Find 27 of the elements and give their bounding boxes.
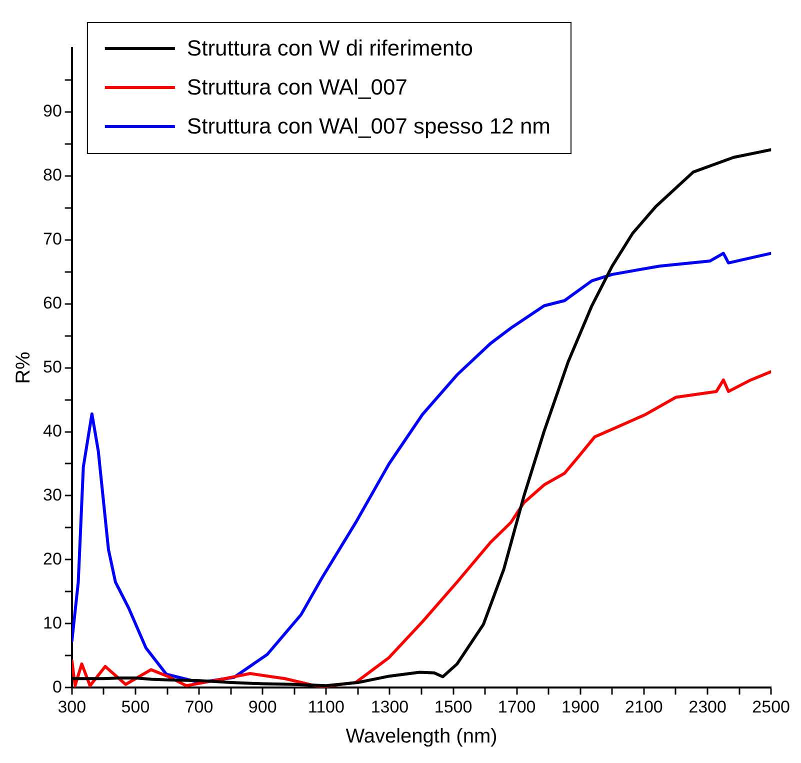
legend-label: Struttura con WAl_007 spesso 12 nm: [186, 114, 551, 139]
y-tick-label: 40: [42, 421, 62, 440]
x-tick-label: 2100: [625, 697, 663, 716]
x-tick-label: 900: [248, 697, 277, 716]
y-axis-title: R%: [12, 351, 35, 384]
x-tick-label: 1700: [498, 697, 536, 716]
legend-label: Struttura con WAl_007: [186, 74, 408, 100]
x-tick-label: 1300: [370, 697, 409, 716]
y-tick-label: 10: [42, 613, 62, 632]
legend-label: Struttura con W di riferimento: [186, 36, 474, 61]
x-tick-label: 300: [58, 697, 86, 716]
x-tick-label: 500: [121, 697, 150, 716]
y-tick-label: 80: [42, 166, 62, 185]
y-tick-label: 90: [42, 102, 62, 121]
y-tick-label: 70: [42, 230, 62, 249]
y-tick-label: 60: [42, 294, 62, 313]
y-tick-label: 50: [42, 357, 62, 376]
y-tick-label: 20: [42, 549, 62, 568]
x-tick-label: 700: [184, 697, 214, 716]
x-tick-label: 1500: [434, 697, 472, 716]
x-tick-label: 2500: [752, 697, 790, 716]
x-tick-label: 1900: [561, 697, 600, 716]
x-tick-label: 1100: [308, 697, 344, 716]
y-tick-label: 0: [52, 677, 62, 696]
y-tick-label: 30: [42, 485, 62, 504]
x-axis-title: Wavelength (nm): [346, 726, 498, 748]
x-tick-label: 2300: [688, 697, 726, 716]
